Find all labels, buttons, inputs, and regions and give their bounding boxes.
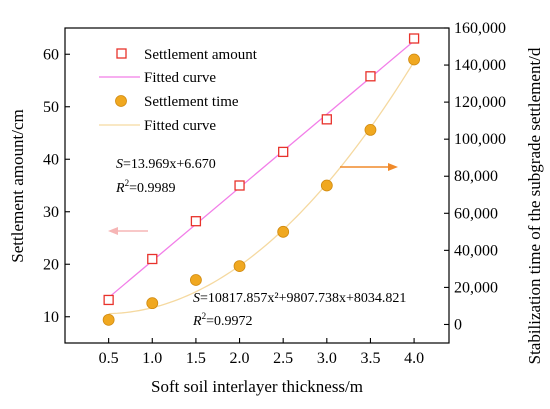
y-left-tick-label: 20 <box>43 256 59 273</box>
settlement-time-point <box>320 179 333 192</box>
settlement-amount-point <box>147 253 158 265</box>
x-tick-label: 2.0 <box>230 350 250 367</box>
y-right-tick-label: 100,000 <box>454 131 506 148</box>
equation-quadratic-rhs: =10817.857x²+9807.738x+8034.821 <box>200 291 406 306</box>
equation-linear: S=13.969x+6.670 R2=0.9989 <box>115 157 216 196</box>
settlement-amount-point <box>278 146 289 158</box>
series-settlement-amount <box>103 33 420 306</box>
settlement-time-point <box>190 274 202 286</box>
fitted-curve-settlement-time <box>108 61 415 315</box>
settlement-amount-point <box>408 33 420 44</box>
equation-linear-rhs: =13.969x+6.670 <box>123 157 216 172</box>
y-left-tick-label: 50 <box>43 99 59 116</box>
svg-text:S=10817.857x²+9807.738x+8034.8: S=10817.857x²+9807.738x+8034.821 <box>193 291 406 306</box>
settlement-time-point <box>364 124 377 136</box>
settlement-time-point <box>277 225 290 238</box>
settlement-amount-point <box>365 71 376 82</box>
legend-marker-settlement-amount <box>116 48 127 59</box>
left-axis-ticks: 10 20 30 40 50 60 <box>43 46 70 326</box>
x-tick-label: 3.5 <box>360 350 380 367</box>
legend-label-fitted-left: Fitted curve <box>144 70 216 86</box>
y-left-axis-title: Settlement amount/cm <box>8 109 27 262</box>
r2-linear-value: =0.9989 <box>129 181 175 196</box>
series-settlement-time <box>102 53 420 326</box>
y-right-tick-label: 60,000 <box>454 205 498 222</box>
equation-quadratic: S=10817.857x²+9807.738x+8034.821 R2=0.99… <box>192 291 406 329</box>
settlement-amount-point <box>103 294 114 306</box>
svg-text:S=13.969x+6.670: S=13.969x+6.670 <box>116 157 216 172</box>
y-right-axis-title: Stabilization time of the subgrade settl… <box>525 47 544 364</box>
settlement-time-point <box>146 297 159 310</box>
settlement-time-point <box>408 53 420 66</box>
x-tick-label: 4.0 <box>404 350 424 367</box>
y-right-tick-label: 80,000 <box>454 168 498 185</box>
plot-frame <box>64 27 450 344</box>
y-left-tick-label: 40 <box>43 151 59 168</box>
y-left-tick-label: 10 <box>43 309 59 326</box>
svg-text:R2=0.9972: R2=0.9972 <box>192 311 252 329</box>
x-tick-label: 1.0 <box>142 350 162 367</box>
y-left-tick-label: 60 <box>43 46 59 63</box>
legend-label-settlement-time: Settlement time <box>144 94 239 110</box>
settlement-time-point <box>233 260 246 273</box>
settlement-amount-point <box>321 114 332 125</box>
settlement-amount-point <box>234 180 245 191</box>
right-axis-ticks: 0 20,000 40,000 60,000 80,000 100,000 120,000 1… <box>444 20 506 333</box>
r2-quadratic-label: R <box>192 314 202 329</box>
legend-marker-settlement-time <box>115 95 127 107</box>
y-right-tick-label: 20,000 <box>454 279 498 296</box>
r2-quadratic-value: =0.9972 <box>206 314 252 329</box>
legend-label-fitted-right: Fitted curve <box>144 118 216 134</box>
x-tick-label: 3.0 <box>317 350 337 367</box>
settlement-time-point <box>102 313 115 326</box>
y-right-tick-label: 140,000 <box>454 57 506 74</box>
y-right-tick-label: 120,000 <box>454 94 506 111</box>
fitted-curve-settlement-amount <box>108 40 415 299</box>
arrow-to-left-axis <box>108 227 148 235</box>
y-left-tick-label: 30 <box>43 204 59 221</box>
arrow-to-right-axis <box>340 163 398 171</box>
x-axis-title: Soft soil interlayer thickness/m <box>151 377 363 396</box>
equation-linear-lhs: S <box>116 157 123 172</box>
legend-label-settlement-amount: Settlement amount <box>144 47 258 63</box>
y-right-tick-label: 40,000 <box>454 242 498 259</box>
y-right-tick-label: 160,000 <box>454 20 506 37</box>
x-tick-label: 0.5 <box>99 350 119 367</box>
legend: Settlement amount Fitted curve Settlemen… <box>99 47 258 134</box>
equation-quadratic-lhs: S <box>193 291 200 306</box>
x-tick-label: 1.5 <box>186 350 206 367</box>
svg-text:R2=0.9989: R2=0.9989 <box>115 178 175 196</box>
x-tick-label: 2.5 <box>273 350 293 367</box>
r2-linear-label: R <box>115 181 125 196</box>
settlement-amount-point <box>190 216 202 227</box>
bottom-axis-ticks: 0.5 1.0 1.5 2.0 2.5 3.0 3.5 4.0 <box>99 338 424 367</box>
y-right-tick-label: 0 <box>454 316 462 333</box>
